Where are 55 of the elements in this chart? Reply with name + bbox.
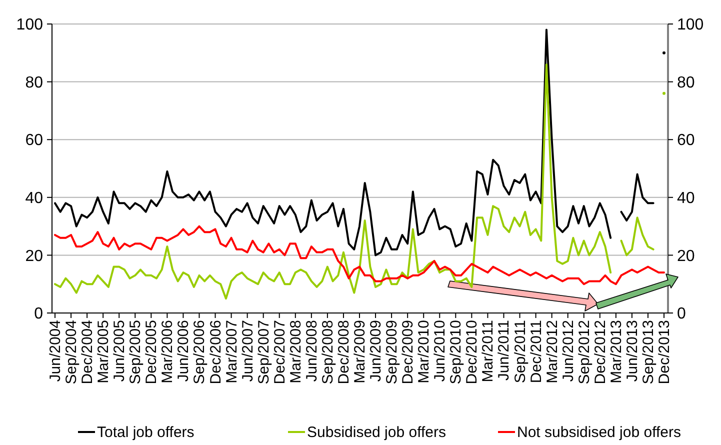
x-tick-label: Mar/2009 [352,320,368,384]
y2-tick-label: 20 [677,248,695,265]
y2-tick-label: 0 [677,306,686,323]
legend-label: Subsidised job offers [307,424,446,441]
y-tick-label: 40 [25,190,44,207]
y2-tick-label: 100 [677,16,704,34]
x-tick-label: Dec/2013 [656,320,673,384]
x-tick-label: Jun/2012 [560,320,577,382]
x-tick-label: Jun/2007 [239,320,256,382]
x-tick-label: Dec/2005 [143,320,160,384]
x-tick-label: Dec/2004 [79,320,96,384]
x-tick-label: Dec/2008 [335,320,352,384]
y-tick-label: 0 [34,306,44,323]
x-tick-label: Dec/2010 [464,320,481,384]
x-tick-label: Dec/2006 [207,320,224,384]
y-tick-label: 80 [25,74,44,92]
x-tick-label: Sep/2013 [640,320,657,384]
x-tick-label: Dec/2009 [400,320,417,384]
x-tick-label: Jun/2010 [432,320,449,382]
y-tick-label: 20 [25,248,44,265]
x-tick-label: Jun/2004 [47,320,64,382]
x-tick-label: Dec/2012 [592,320,609,384]
y2-tick-label: 80 [677,74,695,92]
x-tick-label: Mar/2011 [480,320,497,382]
x-tick-label: Mar/2006 [159,320,176,384]
x-tick-label: Mar/2013 [608,320,625,384]
x-tick-label: Sep/2011 [512,320,529,384]
x-tick-label: Sep/2004 [63,320,80,384]
x-tick-label: Dec/2007 [271,320,288,384]
x-tick-label: Sep/2006 [191,320,208,384]
x-tick-label: Sep/2007 [255,320,272,384]
x-tick-label: Mar/2012 [544,320,561,384]
x-tick-label: Sep/2008 [319,320,336,384]
x-tick-label: Mar/2005 [95,320,112,384]
x-tick-label: Mar/2007 [223,320,240,384]
x-tick-label: Sep/2009 [384,320,401,384]
x-tick-label: Jun/2009 [368,320,385,382]
y2-tick-label: 60 [677,132,695,150]
x-tick-label: Sep/2005 [127,320,144,384]
x-tick-label: Dec/2011 [528,320,545,384]
x-tick-label: Jun/2005 [111,320,128,382]
x-tick-label: Sep/2012 [576,320,593,384]
x-tick-label: Mar/2010 [416,320,433,384]
x-tick-label: Jun/2006 [175,320,192,382]
y-tick-label: 100 [16,16,44,34]
x-tick-label: Mar/2008 [287,320,304,384]
legend-label: Not subsidised job offers [517,424,681,441]
x-tick-label: Jun/2011 [496,320,513,381]
y2-tick-label: 40 [677,190,695,207]
x-tick-label: Jun/2013 [624,320,641,382]
y-tick-label: 60 [25,132,44,150]
x-tick-label: Sep/2010 [448,320,465,384]
line-series [54,225,665,286]
x-tick-label: Jun/2008 [303,320,320,382]
legend-label: Total job offers [97,424,194,441]
